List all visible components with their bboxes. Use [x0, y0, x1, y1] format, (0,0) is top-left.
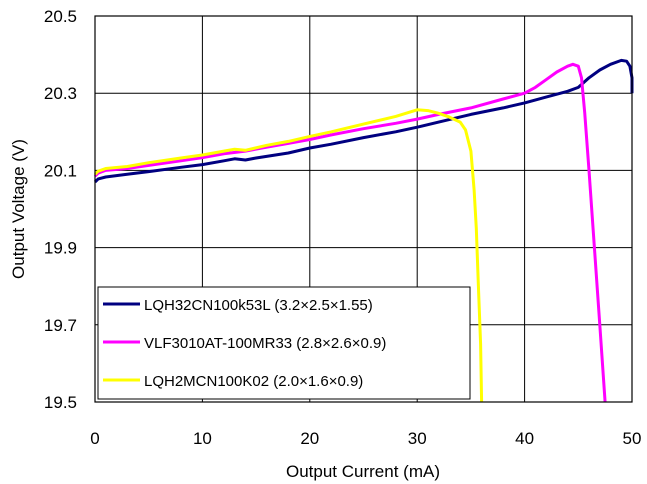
series-line-2 — [93, 62, 607, 403]
x-tick-labels: 0 10 20 30 40 50 — [90, 429, 641, 448]
legend-label-3: LQH2MCN100K02 (2.0×1.6×0.9) — [144, 373, 363, 390]
series-group — [93, 58, 634, 403]
y-tick-label: 20.3 — [44, 84, 77, 103]
y-axis-title: Output Voltage (V) — [9, 139, 28, 279]
x-tick-label: 0 — [90, 429, 99, 448]
legend-box — [97, 286, 471, 400]
x-tick-label: 30 — [408, 429, 427, 448]
y-tick-label: 19.9 — [44, 239, 77, 258]
legend: LQH32CN100k53L (3.2×2.5×1.55) VLF3010AT-1… — [97, 286, 471, 400]
legend-label-1: LQH32CN100k53L (3.2×2.5×1.55) — [144, 297, 373, 314]
y-tick-label: 20.5 — [44, 7, 77, 26]
x-axis-title: Output Current (mA) — [286, 462, 440, 481]
plot-frame — [94, 15, 633, 403]
y-tick-label: 20.1 — [44, 161, 77, 180]
x-tick-label: 10 — [193, 429, 212, 448]
x-tick-label: 40 — [515, 429, 534, 448]
series-line-1 — [93, 58, 634, 184]
y-tick-labels: 19.5 19.7 19.9 20.1 20.3 20.5 — [44, 7, 77, 412]
y-tick-label: 19.5 — [44, 393, 77, 412]
legend-items: LQH32CN100k53L (3.2×2.5×1.55) VLF3010AT-1… — [103, 297, 386, 390]
x-tick-label: 20 — [300, 429, 319, 448]
y-tick-label: 19.7 — [44, 316, 77, 335]
series-line-3 — [93, 108, 484, 403]
x-tick-label: 50 — [623, 429, 642, 448]
legend-label-2: VLF3010AT-100MR33 (2.8×2.6×0.9) — [144, 335, 386, 352]
